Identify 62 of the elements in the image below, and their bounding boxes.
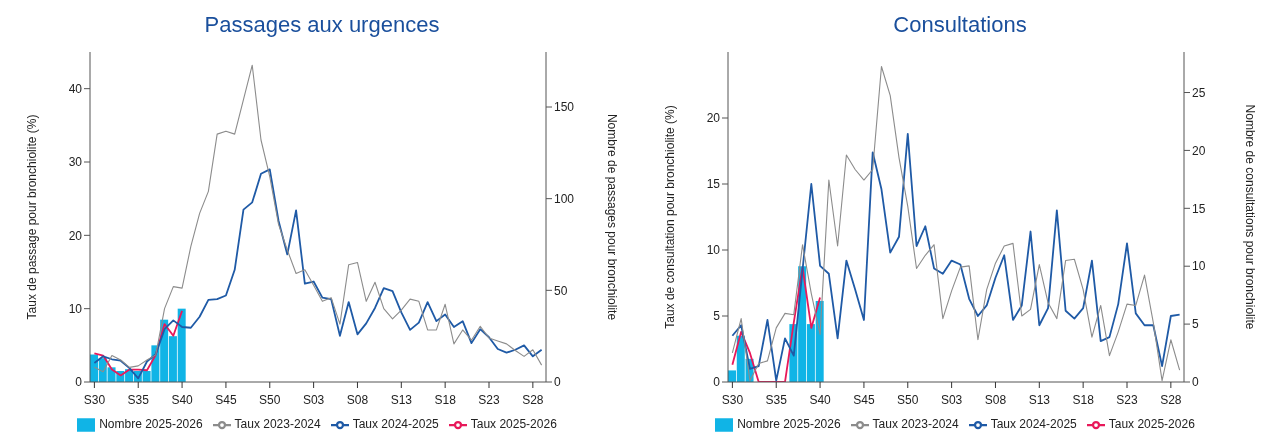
x-tick-label: S03 bbox=[940, 393, 963, 407]
x-tick-label: S50 bbox=[897, 393, 919, 407]
x-tick-label: S03 bbox=[302, 393, 325, 407]
x-tick-label: S45 bbox=[853, 393, 875, 407]
y-tick-label: 0 bbox=[75, 375, 83, 390]
x-tick-label: S18 bbox=[1072, 393, 1095, 407]
line-series bbox=[93, 64, 543, 373]
line-series bbox=[93, 168, 543, 380]
x-tick-label: S40 bbox=[171, 393, 194, 407]
line-series bbox=[731, 132, 1181, 382]
y2-tick-label: 10 bbox=[1192, 259, 1206, 274]
legend-label: Nombre 2025-2026 bbox=[99, 417, 203, 432]
y2-tick-label: 0 bbox=[554, 375, 561, 390]
legend-label: Nombre 2025-2026 bbox=[737, 417, 841, 432]
x-tick-label: S18 bbox=[434, 393, 457, 407]
chart-title: Passages aux urgences bbox=[203, 11, 441, 39]
x-tick-label: S45 bbox=[215, 393, 237, 407]
y2-axis-title: Nombre de passages pour bronchiolite bbox=[604, 113, 619, 321]
x-tick-label: S23 bbox=[1116, 393, 1138, 407]
x-tick-label: S30 bbox=[83, 393, 106, 407]
y-tick-label: 30 bbox=[68, 155, 83, 170]
y-tick-label: 40 bbox=[68, 81, 83, 96]
y2-tick-label: 100 bbox=[554, 191, 575, 206]
y2-tick-label: 0 bbox=[1192, 375, 1199, 390]
x-tick-label: S40 bbox=[809, 393, 832, 407]
legend-label: Taux 2024-2025 bbox=[990, 417, 1077, 432]
legend-label: Taux 2025-2026 bbox=[470, 417, 557, 432]
y-tick-label: 20 bbox=[68, 228, 83, 243]
x-tick-label: S13 bbox=[1028, 393, 1051, 407]
x-tick-label: S08 bbox=[346, 393, 369, 407]
y2-tick-label: 50 bbox=[554, 283, 568, 298]
y-tick-label: 20 bbox=[706, 111, 721, 126]
x-tick-label: S30 bbox=[721, 393, 744, 407]
x-tick-label: S50 bbox=[259, 393, 281, 407]
y2-axis-title: Nombre de consultations pour bronchiolite bbox=[1242, 104, 1257, 330]
x-tick-label: S35 bbox=[765, 393, 788, 407]
x-tick-label: S08 bbox=[984, 393, 1007, 407]
y2-tick-label: 150 bbox=[554, 100, 575, 115]
x-tick-label: S23 bbox=[478, 393, 500, 407]
y2-tick-label: 15 bbox=[1192, 201, 1206, 216]
legend-label: Taux 2023-2024 bbox=[872, 417, 959, 432]
line-series bbox=[93, 309, 183, 377]
y-axis-title: Taux de consultation pour bronchiolite (%) bbox=[663, 105, 678, 329]
line-series bbox=[731, 266, 821, 382]
legend-label: Taux 2023-2024 bbox=[234, 417, 321, 432]
y-tick-label: 15 bbox=[706, 177, 721, 192]
y-tick-label: 0 bbox=[713, 375, 721, 390]
legend-label: Taux 2025-2026 bbox=[1108, 417, 1195, 432]
x-tick-label: S13 bbox=[390, 393, 413, 407]
y-tick-label: 5 bbox=[713, 309, 721, 324]
line-series bbox=[731, 65, 1181, 382]
y-tick-label: 10 bbox=[68, 301, 83, 316]
y2-tick-label: 25 bbox=[1192, 85, 1206, 100]
y2-tick-label: 5 bbox=[1192, 317, 1199, 332]
x-tick-label: S28 bbox=[522, 393, 544, 407]
legend-label: Taux 2024-2025 bbox=[352, 417, 439, 432]
y2-tick-label: 20 bbox=[1192, 143, 1206, 158]
x-tick-label: S35 bbox=[127, 393, 150, 407]
chart-title: Consultations bbox=[892, 11, 1028, 39]
y-tick-label: 10 bbox=[706, 243, 721, 258]
y-axis-title: Taux de passage pour bronchiolite (%) bbox=[25, 114, 40, 320]
x-tick-label: S28 bbox=[1160, 393, 1182, 407]
